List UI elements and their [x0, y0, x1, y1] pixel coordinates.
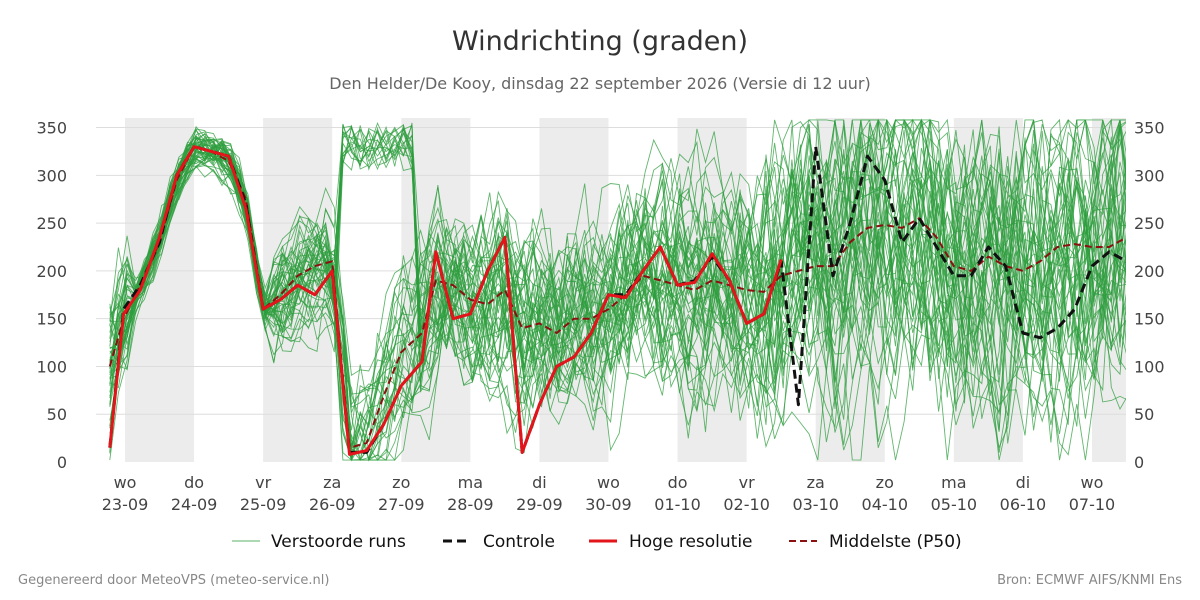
ensemble-member-17 — [109, 118, 1126, 439]
y-tick-right-250: 250 — [1134, 214, 1165, 233]
y-tick-left-200: 200 — [36, 262, 67, 281]
ensemble-member-34 — [109, 119, 1126, 412]
ensemble-member-24 — [109, 119, 1126, 449]
legend-label-ensemble: Verstoorde runs — [271, 532, 406, 552]
ensemble-member-38 — [109, 143, 1126, 462]
ensemble-member-42 — [109, 119, 1126, 454]
ensemble-member-12 — [109, 120, 1126, 461]
chart-subtitle: Den Helder/De Kooy, dinsdag 22 september… — [329, 74, 870, 93]
x-tick-date-4: 27-09 — [378, 495, 425, 514]
y-tick-left-150: 150 — [36, 310, 67, 329]
x-tick-day-3: za — [323, 473, 341, 492]
series-hires — [108, 145, 783, 456]
ensemble-member-50 — [109, 123, 1126, 461]
y-tick-left-350: 350 — [36, 119, 67, 138]
x-tick-day-12: ma — [941, 473, 966, 492]
x-tick-day-13: di — [1016, 473, 1031, 492]
x-tick-day-1: do — [184, 473, 204, 492]
y-tick-right-300: 300 — [1134, 166, 1165, 185]
ensemble-member-40 — [109, 119, 1126, 429]
y-tick-right-200: 200 — [1134, 262, 1165, 281]
legend-label-median: Middelste (P50) — [829, 532, 962, 552]
x-tick-day-11: zo — [876, 473, 894, 492]
legend-label-hires: Hoge resolutie — [629, 532, 753, 552]
y-tick-right-50: 50 — [1134, 405, 1154, 424]
x-tick-day-4: zo — [392, 473, 410, 492]
x-tick-date-12: 05-10 — [931, 495, 978, 514]
x-tick-day-9: vr — [739, 473, 755, 492]
x-tick-date-9: 02-10 — [723, 495, 770, 514]
y-axis-right: 0 50 100 150 200 250 300 350 — [1134, 119, 1165, 472]
y-tick-right-150: 150 — [1134, 310, 1165, 329]
y-tick-right-0: 0 — [1134, 453, 1144, 472]
y-tick-left-0: 0 — [57, 453, 67, 472]
x-tick-date-3: 26-09 — [309, 495, 356, 514]
x-tick-day-10: za — [807, 473, 825, 492]
x-tick-date-6: 29-09 — [516, 495, 563, 514]
x-tick-date-13: 06-10 — [1000, 495, 1047, 514]
x-tick-date-10: 03-10 — [792, 495, 839, 514]
x-tick-date-2: 25-09 — [240, 495, 287, 514]
ensemble-member-49 — [109, 118, 1126, 379]
y-tick-right-100: 100 — [1134, 357, 1165, 376]
legend-label-control: Controle — [483, 532, 555, 552]
x-tick-day-14: wo — [1081, 473, 1104, 492]
x-tick-day-2: vr — [255, 473, 271, 492]
main-series — [108, 145, 1126, 456]
y-tick-right-350: 350 — [1134, 119, 1165, 138]
y-tick-left-50: 50 — [47, 405, 67, 424]
x-tick-date-5: 28-09 — [447, 495, 494, 514]
x-tick-date-0: 23-09 — [102, 495, 149, 514]
series-median — [108, 145, 1126, 449]
ensemble-member-47 — [109, 124, 1126, 462]
x-axis: wo 23-09 do 24-09 vr 25-09 za 26-09 zo 27-09 ma 28-… — [102, 473, 1115, 514]
x-tick-day-5: ma — [458, 473, 483, 492]
x-tick-date-11: 04-10 — [862, 495, 909, 514]
footer-generated-by: Gegenereerd door MeteoVPS (meteo-service… — [18, 573, 329, 588]
x-tick-day-0: wo — [114, 473, 137, 492]
legend: Verstoorde runs Controle Hoge resolutie … — [232, 532, 962, 552]
ensemble-member-48 — [109, 119, 1126, 461]
y-tick-left-100: 100 — [36, 357, 67, 376]
ensemble-member-45 — [109, 119, 1126, 461]
x-tick-date-8: 01-10 — [654, 495, 701, 514]
x-tick-date-1: 24-09 — [171, 495, 218, 514]
x-tick-day-8: do — [668, 473, 688, 492]
x-tick-date-14: 07-10 — [1069, 495, 1116, 514]
ensemble-member-44 — [109, 119, 1126, 461]
y-tick-left-300: 300 — [36, 166, 67, 185]
x-tick-day-7: wo — [597, 473, 620, 492]
series-control — [108, 145, 1126, 454]
y-axis-left: 0 50 100 150 200 250 300 350 — [36, 119, 67, 472]
x-tick-day-6: di — [532, 473, 547, 492]
ensemble-member-30 — [109, 119, 1126, 461]
footer-source: Bron: ECMWF AIFS/KNMI Ens — [997, 573, 1182, 588]
x-tick-date-7: 30-09 — [585, 495, 632, 514]
chart-title: Windrichting (graden) — [452, 26, 748, 57]
ensemble-member-33 — [109, 119, 1126, 461]
y-tick-left-250: 250 — [36, 214, 67, 233]
